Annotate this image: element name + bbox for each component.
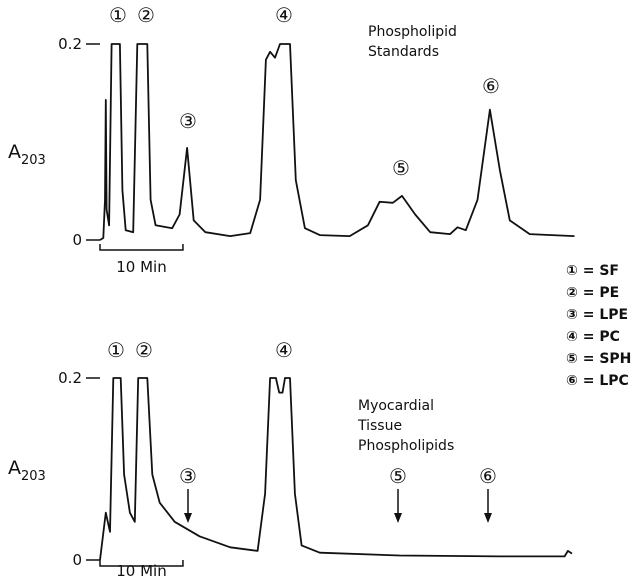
peak-label: ⑥ [482,74,500,98]
scale-bar-label: 10 Min [116,258,166,276]
y-axis-label: A203 [8,457,46,484]
arrowhead [484,513,492,523]
y-axis-label-main: A [8,141,21,163]
peak-label: ① [109,3,127,27]
legend-entry: ⑤ = SPH [566,351,631,367]
legend-entry: ⑥ = LPC [566,373,629,389]
trace [99,377,573,561]
peak-label: ⑤ [389,464,407,488]
arrowhead [394,513,402,523]
legend-entry: ③ = LPE [566,307,628,323]
arrowhead [184,513,192,523]
peak-label: ③ [179,109,197,133]
peak-label: ④ [275,3,293,27]
chart-title: Tissue [357,418,402,434]
trace [99,43,575,241]
peak-label: ② [137,3,155,27]
y-tick-label: 0 [72,551,82,569]
scale-bar [99,244,184,251]
scale-bar-label: 10 Min [116,562,166,579]
y-axis-label-main: A [8,457,21,479]
chart-title: Standards [368,44,439,60]
peak-label: ⑤ [392,156,410,180]
y-axis-label-sub: 203 [21,153,46,168]
peak-label: ③ [179,464,197,488]
chart-title: Myocardial [358,398,434,414]
legend-entry: ② = PE [566,285,619,301]
peak-label: ⑥ [479,464,497,488]
peak-label: ④ [275,338,293,362]
legend-entry: ④ = PC [566,329,620,345]
legend-entry: ① = SF [566,263,619,279]
y-tick-label: 0.2 [58,35,82,53]
y-tick-label: 0.2 [58,369,82,387]
y-tick-label: 0 [72,231,82,249]
peak-label: ② [135,338,153,362]
scale-bar [99,560,184,567]
chart-title: Phospholipids [358,438,454,454]
y-axis-label: A203 [8,141,46,168]
chart-title: Phospholipid [368,24,457,40]
peak-label: ① [107,338,125,362]
y-axis-label-sub: 203 [21,469,46,484]
